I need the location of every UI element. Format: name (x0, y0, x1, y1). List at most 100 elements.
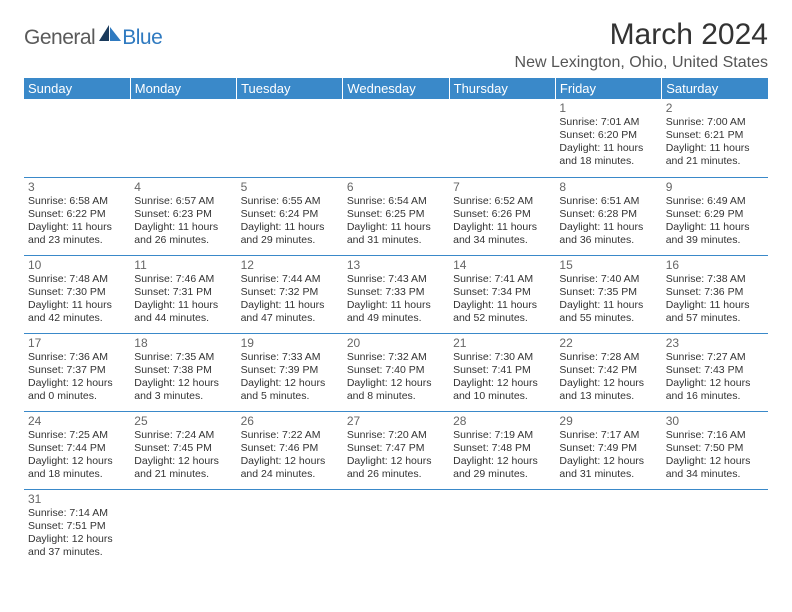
calendar-header-row: SundayMondayTuesdayWednesdayThursdayFrid… (24, 78, 768, 99)
calendar-cell (662, 489, 768, 567)
cell-text-line: Daylight: 11 hours (453, 299, 551, 312)
calendar-cell (24, 99, 130, 177)
cell-text-line: Daylight: 11 hours (28, 221, 126, 234)
calendar-cell: 8Sunrise: 6:51 AMSunset: 6:28 PMDaylight… (555, 177, 661, 255)
calendar-cell: 20Sunrise: 7:32 AMSunset: 7:40 PMDayligh… (343, 333, 449, 411)
calendar-cell: 9Sunrise: 6:49 AMSunset: 6:29 PMDaylight… (662, 177, 768, 255)
cell-text-line: Sunrise: 7:38 AM (666, 273, 764, 286)
cell-text-line: Sunset: 7:45 PM (134, 442, 232, 455)
cell-text-line: and 16 minutes. (666, 390, 764, 403)
cell-text-line: Sunrise: 6:49 AM (666, 195, 764, 208)
page-header: General Blue March 2024 New Lexington, O… (24, 18, 768, 72)
day-number: 23 (666, 336, 764, 350)
cell-text-line: Sunset: 7:50 PM (666, 442, 764, 455)
day-number: 17 (28, 336, 126, 350)
calendar-cell: 30Sunrise: 7:16 AMSunset: 7:50 PMDayligh… (662, 411, 768, 489)
cell-text-line: Sunrise: 7:01 AM (559, 116, 657, 129)
cell-text-line: and 26 minutes. (347, 468, 445, 481)
calendar-week-row: 24Sunrise: 7:25 AMSunset: 7:44 PMDayligh… (24, 411, 768, 489)
cell-text-line: Daylight: 12 hours (241, 455, 339, 468)
month-title: March 2024 (515, 18, 768, 52)
cell-text-line: Sunrise: 7:48 AM (28, 273, 126, 286)
cell-text-line: Sunrise: 7:30 AM (453, 351, 551, 364)
day-number: 28 (453, 414, 551, 428)
cell-text-line: Daylight: 12 hours (347, 455, 445, 468)
cell-text-line: Sunset: 7:44 PM (28, 442, 126, 455)
cell-text-line: Sunrise: 6:57 AM (134, 195, 232, 208)
calendar-cell: 15Sunrise: 7:40 AMSunset: 7:35 PMDayligh… (555, 255, 661, 333)
cell-text-line: Sunrise: 7:25 AM (28, 429, 126, 442)
day-number: 15 (559, 258, 657, 272)
calendar-cell (237, 99, 343, 177)
calendar-cell: 3Sunrise: 6:58 AMSunset: 6:22 PMDaylight… (24, 177, 130, 255)
cell-text-line: Sunset: 7:33 PM (347, 286, 445, 299)
day-number: 27 (347, 414, 445, 428)
calendar-cell: 4Sunrise: 6:57 AMSunset: 6:23 PMDaylight… (130, 177, 236, 255)
cell-text-line: Sunrise: 6:58 AM (28, 195, 126, 208)
cell-text-line: and 18 minutes. (559, 155, 657, 168)
cell-text-line: Daylight: 11 hours (666, 142, 764, 155)
calendar-week-row: 1Sunrise: 7:01 AMSunset: 6:20 PMDaylight… (24, 99, 768, 177)
calendar-cell: 25Sunrise: 7:24 AMSunset: 7:45 PMDayligh… (130, 411, 236, 489)
cell-text-line: Sunset: 7:41 PM (453, 364, 551, 377)
cell-text-line: Daylight: 12 hours (453, 377, 551, 390)
cell-text-line: Daylight: 12 hours (666, 455, 764, 468)
calendar-page: General Blue March 2024 New Lexington, O… (0, 0, 792, 585)
cell-text-line: and 39 minutes. (666, 234, 764, 247)
day-number: 1 (559, 101, 657, 115)
title-block: March 2024 New Lexington, Ohio, United S… (515, 18, 768, 72)
cell-text-line: Sunrise: 7:16 AM (666, 429, 764, 442)
day-number: 30 (666, 414, 764, 428)
cell-text-line: Sunrise: 7:44 AM (241, 273, 339, 286)
cell-text-line: Daylight: 11 hours (666, 299, 764, 312)
calendar-cell: 5Sunrise: 6:55 AMSunset: 6:24 PMDaylight… (237, 177, 343, 255)
cell-text-line: Sunrise: 7:28 AM (559, 351, 657, 364)
cell-text-line: Daylight: 12 hours (559, 455, 657, 468)
cell-text-line: Sunrise: 7:20 AM (347, 429, 445, 442)
cell-text-line: Sunset: 7:31 PM (134, 286, 232, 299)
cell-text-line: Daylight: 11 hours (134, 221, 232, 234)
cell-text-line: and 21 minutes. (666, 155, 764, 168)
logo-text-general: General (24, 26, 95, 50)
cell-text-line: Daylight: 11 hours (559, 221, 657, 234)
cell-text-line: Sunrise: 7:35 AM (134, 351, 232, 364)
cell-text-line: Sunrise: 7:14 AM (28, 507, 126, 520)
cell-text-line: Daylight: 11 hours (241, 221, 339, 234)
cell-text-line: Sunset: 7:32 PM (241, 286, 339, 299)
cell-text-line: Daylight: 11 hours (241, 299, 339, 312)
cell-text-line: and 0 minutes. (28, 390, 126, 403)
calendar-cell: 13Sunrise: 7:43 AMSunset: 7:33 PMDayligh… (343, 255, 449, 333)
cell-text-line: Sunrise: 7:33 AM (241, 351, 339, 364)
cell-text-line: Sunrise: 7:41 AM (453, 273, 551, 286)
day-number: 22 (559, 336, 657, 350)
day-number: 25 (134, 414, 232, 428)
cell-text-line: and 29 minutes. (453, 468, 551, 481)
cell-text-line: Daylight: 12 hours (134, 377, 232, 390)
day-header: Wednesday (343, 78, 449, 99)
cell-text-line: Sunset: 6:24 PM (241, 208, 339, 221)
day-number: 6 (347, 180, 445, 194)
day-number: 18 (134, 336, 232, 350)
cell-text-line: and 31 minutes. (347, 234, 445, 247)
cell-text-line: and 21 minutes. (134, 468, 232, 481)
cell-text-line: and 18 minutes. (28, 468, 126, 481)
cell-text-line: Sunrise: 7:19 AM (453, 429, 551, 442)
calendar-cell (555, 489, 661, 567)
cell-text-line: and 3 minutes. (134, 390, 232, 403)
cell-text-line: and 8 minutes. (347, 390, 445, 403)
cell-text-line: and 31 minutes. (559, 468, 657, 481)
cell-text-line: and 37 minutes. (28, 546, 126, 559)
cell-text-line: Sunset: 6:28 PM (559, 208, 657, 221)
cell-text-line: Sunset: 6:23 PM (134, 208, 232, 221)
day-number: 21 (453, 336, 551, 350)
calendar-cell: 27Sunrise: 7:20 AMSunset: 7:47 PMDayligh… (343, 411, 449, 489)
cell-text-line: Daylight: 12 hours (453, 455, 551, 468)
cell-text-line: and 29 minutes. (241, 234, 339, 247)
calendar-cell: 18Sunrise: 7:35 AMSunset: 7:38 PMDayligh… (130, 333, 236, 411)
calendar-cell: 29Sunrise: 7:17 AMSunset: 7:49 PMDayligh… (555, 411, 661, 489)
cell-text-line: Sunrise: 7:40 AM (559, 273, 657, 286)
sail-icon (99, 25, 121, 41)
calendar-cell: 11Sunrise: 7:46 AMSunset: 7:31 PMDayligh… (130, 255, 236, 333)
cell-text-line: Sunrise: 7:27 AM (666, 351, 764, 364)
calendar-cell (343, 99, 449, 177)
